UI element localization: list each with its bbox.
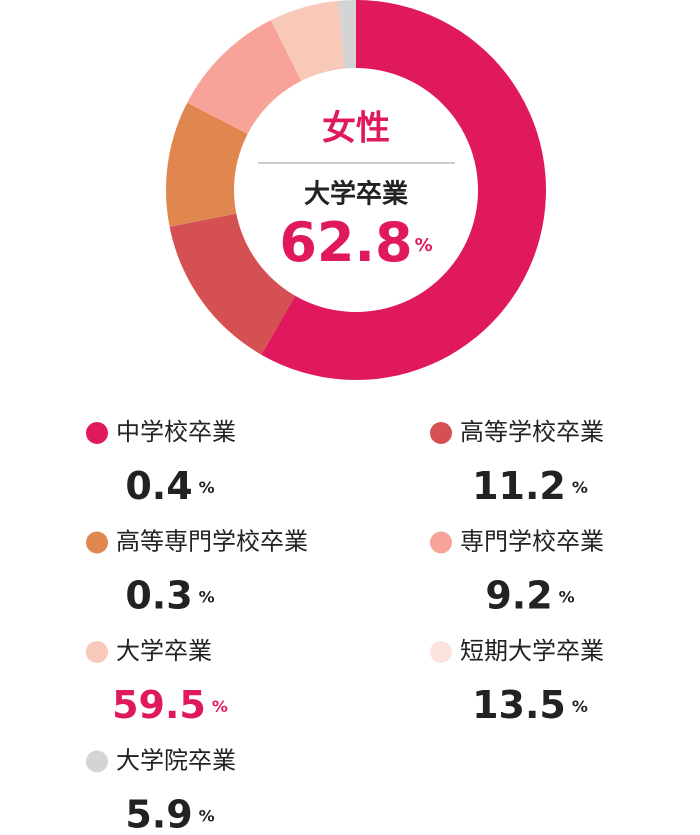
legend-value-text: 9.2%	[485, 573, 574, 617]
legend-dot	[86, 750, 108, 773]
legend-value-text: 5.9%	[125, 792, 214, 831]
legend-value: 9.2	[485, 573, 552, 617]
unit: %	[212, 697, 228, 716]
donut-segment	[338, 0, 356, 70]
unit: %	[559, 587, 575, 606]
legend-value: 11.2	[472, 464, 566, 508]
center-value-text: 62.8%	[279, 211, 432, 274]
chart-title: 女性	[322, 109, 390, 149]
legend-dot	[86, 641, 108, 663]
unit: %	[415, 235, 433, 256]
legend-label: 高等学校卒業	[460, 418, 604, 446]
unit: %	[199, 806, 215, 825]
legend-value-text: 0.3%	[125, 573, 214, 617]
donut-segment	[270, 0, 345, 82]
legend-dot	[86, 422, 108, 444]
donut-hole	[234, 68, 478, 312]
unit: %	[572, 697, 588, 716]
legend-label: 大学院卒業	[116, 747, 236, 775]
legend-value-text: 0.4%	[125, 464, 214, 508]
donut-segment	[261, 0, 546, 380]
legend-dot	[430, 531, 452, 554]
donut-segment	[169, 213, 296, 355]
legend-label: 専門学校卒業	[460, 528, 604, 556]
legend-value: 0.3	[125, 573, 192, 617]
donut-segment	[166, 102, 249, 227]
legend-value: 59.5	[112, 683, 206, 727]
center-value: 62.8	[279, 211, 412, 274]
legend-value-text: 13.5%	[472, 683, 588, 727]
center-label: 大学卒業	[304, 179, 408, 210]
legend-label: 大学卒業	[116, 637, 212, 665]
legend-value: 0.4	[125, 464, 192, 508]
unit: %	[572, 478, 588, 497]
donut	[166, 0, 546, 380]
legend-label: 中学校卒業	[116, 418, 236, 446]
unit: %	[199, 587, 215, 606]
legend: 中学校卒業 0.4 % 高等学校卒業 11.2 % 高等専門学校卒業 0.3 % 専門学校卒業 9.…	[86, 418, 604, 835]
legend-label: 短期大学卒業	[460, 637, 604, 665]
unit: %	[199, 478, 215, 497]
legend-value: 5.9	[125, 792, 192, 831]
legend-dot	[86, 531, 108, 554]
legend-value-text: 11.2%	[472, 464, 588, 508]
legend-value: 13.5	[472, 683, 566, 727]
legend-label: 高等専門学校卒業	[116, 528, 308, 556]
donut-segment	[187, 20, 302, 135]
legend-value-text: 59.5%	[112, 683, 228, 727]
legend-dot	[430, 422, 452, 444]
legend-dot	[430, 641, 452, 663]
